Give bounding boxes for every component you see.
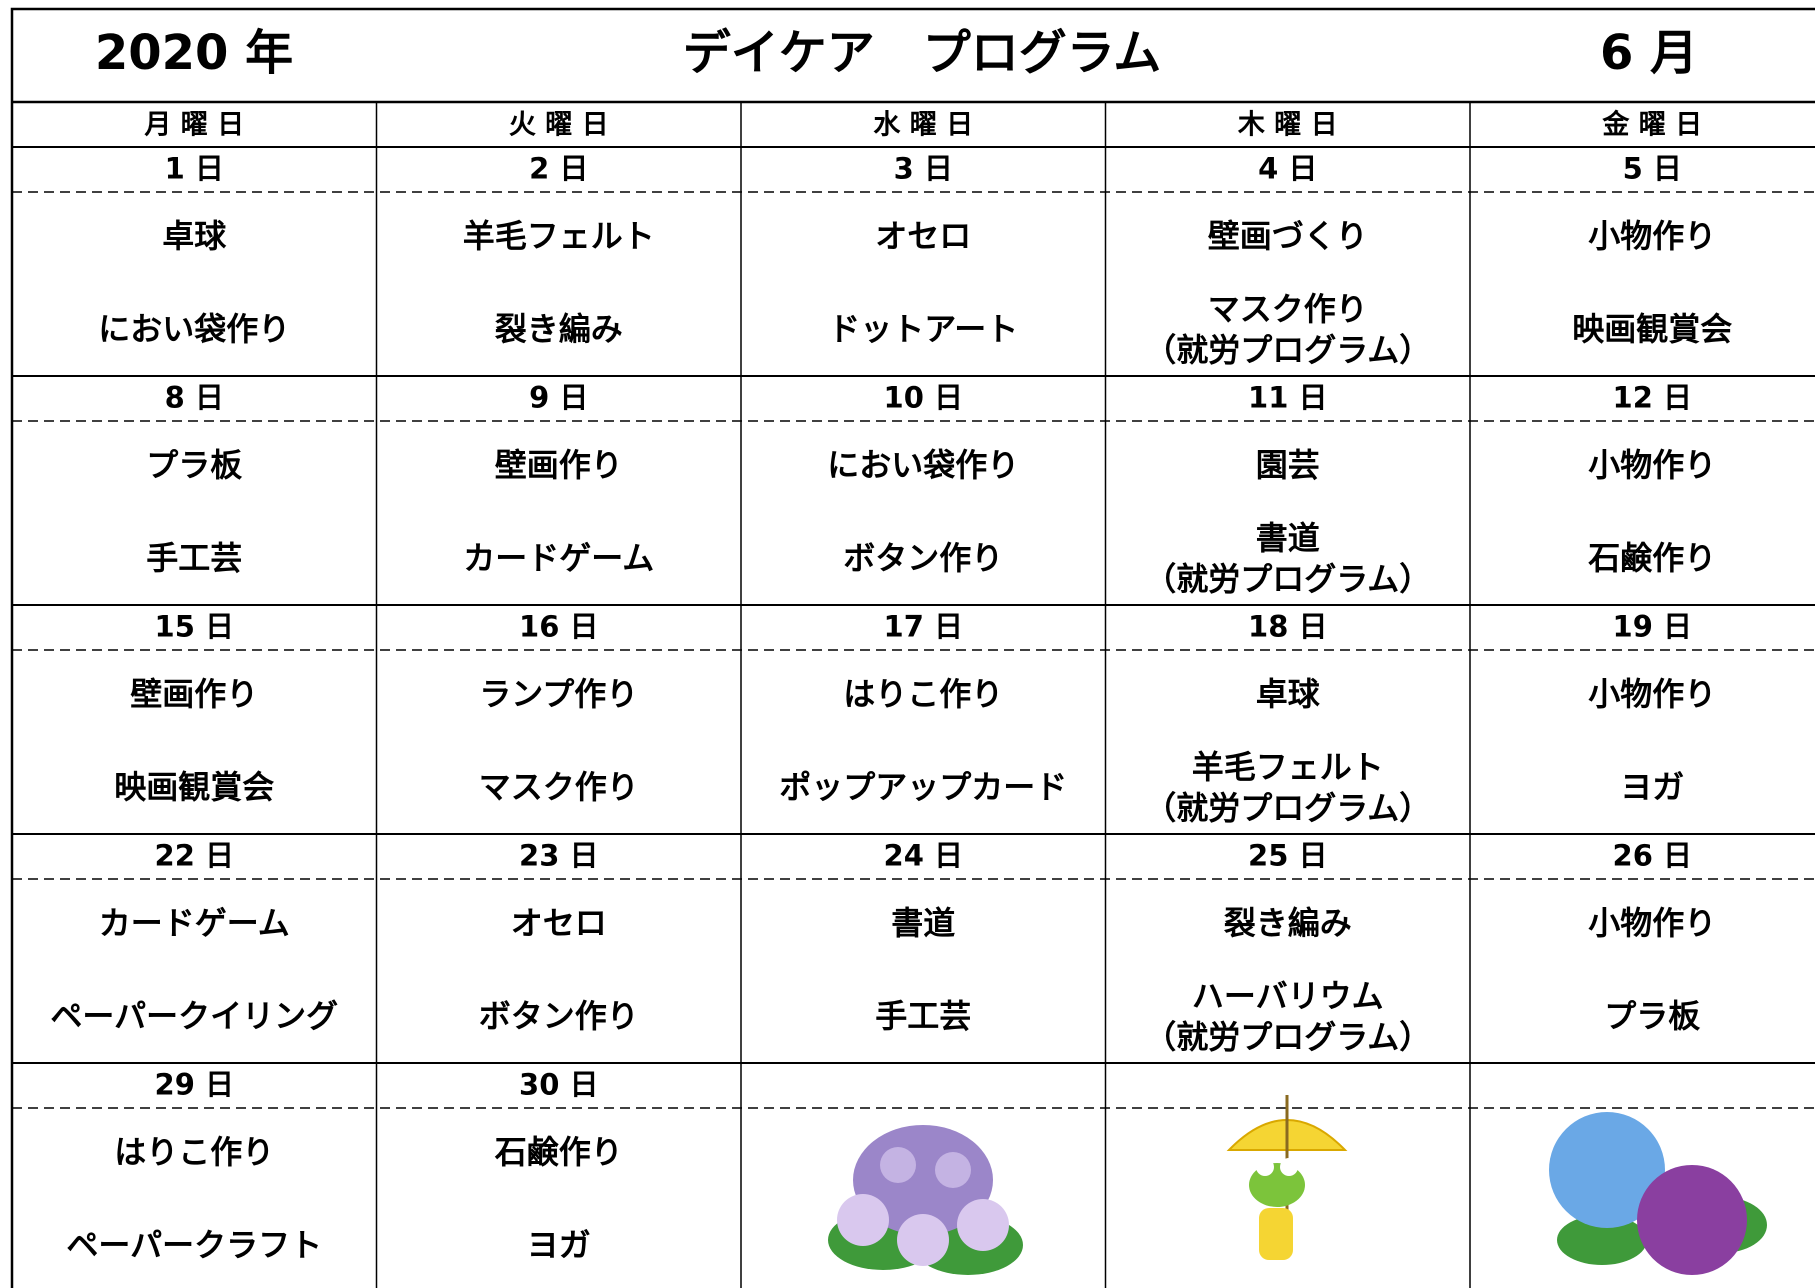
activity: ヨガ — [527, 1226, 591, 1264]
activity: オセロ — [875, 217, 971, 255]
activity: 小物作り — [1588, 217, 1716, 255]
date: 10 日 — [884, 381, 963, 415]
hydrangea-illustration — [1549, 1112, 1767, 1275]
activity: ボタン作り — [843, 539, 1003, 577]
year: 2020 年 — [95, 25, 293, 81]
activity: カードゲーム — [99, 904, 290, 942]
activity: 映画観賞会 — [1572, 310, 1732, 348]
date: 12 日 — [1613, 381, 1692, 415]
activity: （就労プログラム） — [1144, 331, 1431, 369]
date: 29 日 — [155, 1068, 234, 1102]
activity: オセロ — [511, 904, 607, 942]
activity: （就労プログラム） — [1144, 1018, 1431, 1056]
activity: マスク作り — [1208, 290, 1368, 328]
activity: ボタン作り — [479, 997, 639, 1035]
activity: はりこ作り — [114, 1133, 274, 1171]
date: 8 日 — [165, 381, 224, 415]
activity: 小物作り — [1588, 446, 1716, 484]
activity: ドットアート — [828, 310, 1018, 348]
date: 30 日 — [519, 1068, 598, 1102]
activity: 卓球 — [1256, 675, 1321, 713]
date: 5 日 — [1623, 152, 1682, 186]
activity: 書道 — [1256, 519, 1320, 557]
activity: ハーバリウム — [1192, 977, 1384, 1015]
activity: 映画観賞会 — [114, 768, 274, 806]
date: 19 日 — [1613, 610, 1692, 644]
date: 25 日 — [1248, 839, 1327, 873]
date: 17 日 — [884, 610, 963, 644]
frog-illustration — [1226, 1095, 1348, 1260]
activity: はりこ作り — [843, 675, 1003, 713]
date: 1 日 — [165, 152, 224, 186]
activity: におい袋作り — [98, 310, 290, 348]
activity: （就労プログラム） — [1144, 789, 1431, 827]
date: 22 日 — [155, 839, 234, 873]
activity: 壁画作り — [130, 675, 258, 713]
activity: におい袋作り — [827, 446, 1019, 484]
date: 23 日 — [519, 839, 598, 873]
date: 16 日 — [519, 610, 598, 644]
weekday: 月 曜 日 — [143, 110, 244, 141]
weekday: 水 曜 日 — [873, 110, 973, 141]
activity: プラ板 — [146, 446, 242, 484]
activity: 手工芸 — [875, 997, 971, 1035]
activity: プラ板 — [1604, 997, 1700, 1035]
date: 11 日 — [1248, 381, 1327, 415]
date: 3 日 — [894, 152, 953, 186]
activity: 園芸 — [1256, 446, 1320, 484]
frame — [10, 7, 1815, 1288]
date: 2 日 — [529, 152, 588, 186]
hydrangea-illustration — [828, 1125, 1023, 1275]
month: 6 月 — [1600, 25, 1698, 81]
activity: 羊毛フェルト — [463, 217, 655, 255]
activity: カードゲーム — [463, 539, 654, 577]
date: 18 日 — [1248, 610, 1327, 644]
activity: 壁画作り — [495, 446, 623, 484]
activity: 石鹸作り — [494, 1133, 623, 1171]
title: デイケア プログラム — [683, 25, 1162, 81]
activity: 小物作り — [1588, 904, 1716, 942]
activity: 卓球 — [162, 217, 227, 255]
activity: 裂き編み — [495, 310, 623, 348]
activity: 小物作り — [1588, 675, 1716, 713]
activity: ペーパークイリング — [50, 997, 338, 1035]
activity: 手工芸 — [146, 539, 242, 577]
activity: 書道 — [891, 904, 955, 942]
activity: ヨガ — [1620, 768, 1684, 806]
date: 9 日 — [529, 381, 588, 415]
date: 26 日 — [1613, 839, 1692, 873]
activity: ランプ作り — [479, 675, 638, 713]
activity: ペーパークラフト — [66, 1226, 322, 1264]
weekday: 金 曜 日 — [1601, 109, 1702, 141]
activity: マスク作り — [479, 768, 639, 806]
activity: ポップアップカード — [779, 768, 1067, 806]
date: 4 日 — [1258, 152, 1317, 186]
grid: 月 曜 日火 曜 日水 曜 日木 曜 日金 曜 日1 日卓球におい袋作り2 日羊… — [12, 102, 1815, 1288]
date: 24 日 — [884, 839, 963, 873]
activity: 羊毛フェルト — [1192, 748, 1384, 786]
weekday: 火 曜 日 — [509, 110, 609, 141]
date: 15 日 — [155, 610, 234, 644]
activity: 石鹸作り — [1587, 539, 1716, 577]
activity: 裂き編み — [1224, 904, 1352, 942]
activity: （就労プログラム） — [1144, 560, 1431, 598]
activity: 壁画づくり — [1208, 217, 1368, 255]
weekday: 木 曜 日 — [1237, 110, 1338, 141]
